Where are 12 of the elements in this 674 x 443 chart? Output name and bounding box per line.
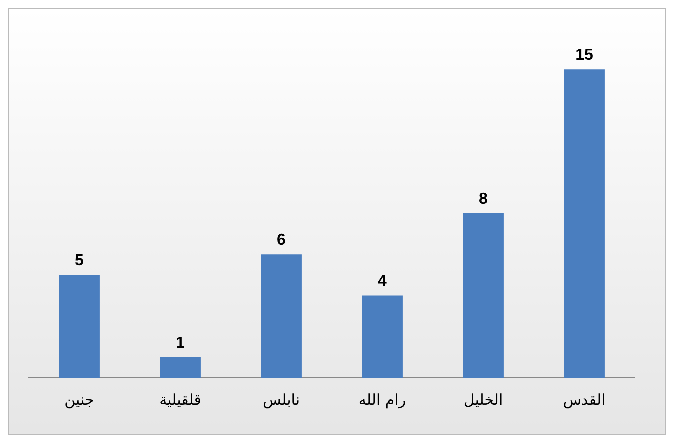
x-tick-label: جنين [64,390,94,409]
x-tick-label: القدس [563,390,606,409]
data-label: 15 [576,46,594,64]
x-tick-label: الخليل [464,390,504,409]
data-label: 6 [277,232,286,250]
x-tick-label: قلقيلية [160,390,202,409]
data-label: 4 [378,273,388,290]
data-label: 1 [176,334,186,352]
x-tick-label: نابلس [262,390,300,409]
x-tick-label: رام الله [358,390,406,409]
data-label: 5 [75,252,84,270]
data-label: 8 [479,190,488,208]
